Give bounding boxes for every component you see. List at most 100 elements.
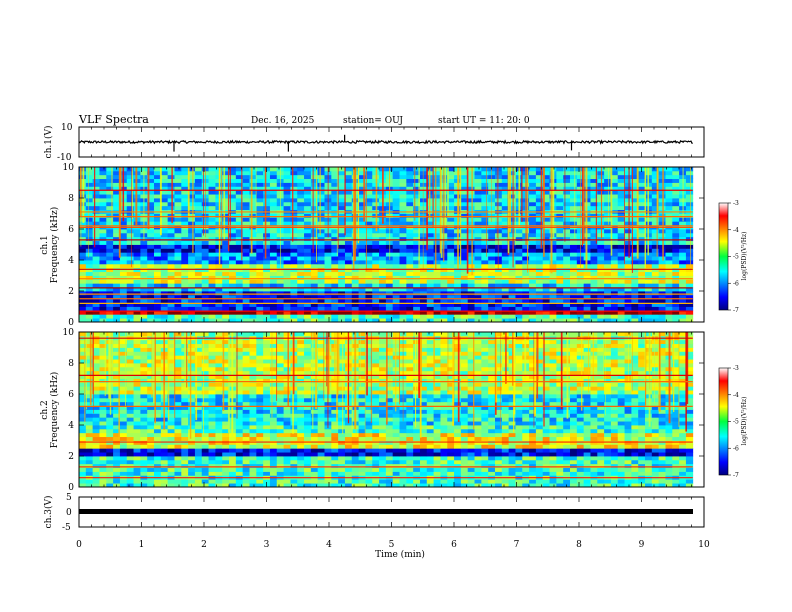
spectrogram-cell — [85, 483, 94, 488]
spectrogram-cell — [351, 448, 359, 453]
spectrogram-cell — [570, 182, 578, 187]
spectrogram-cell — [126, 271, 134, 276]
spectrogram-cell — [133, 310, 141, 315]
spectrogram-cell — [481, 244, 489, 249]
spectrogram-cell — [685, 256, 694, 261]
spectrogram-cell — [576, 483, 585, 488]
spectrogram-cell — [529, 444, 537, 449]
spectrogram-cell — [133, 456, 141, 461]
spectrogram-cell — [590, 244, 598, 249]
spectrogram-cell — [508, 167, 516, 172]
spectrogram-cell — [392, 217, 400, 222]
spectrogram-cell — [256, 260, 264, 265]
spectrogram-cell — [113, 291, 121, 296]
spectrogram-cell — [576, 298, 585, 304]
spectrogram-cell — [119, 232, 128, 238]
spectrogram-cell — [419, 244, 428, 249]
spectrogram-cell — [92, 167, 100, 172]
spectrogram-cell — [174, 456, 182, 461]
spectrogram-cell — [304, 279, 312, 284]
spectrogram-cell — [406, 314, 414, 319]
spectrogram-cell — [324, 287, 332, 292]
spectrogram-cell — [147, 318, 155, 323]
spectrogram-cell — [126, 213, 134, 218]
spectrogram-cell — [140, 287, 148, 292]
spectrogram-cell — [563, 291, 571, 296]
spectrogram-cell — [651, 232, 660, 238]
spectrogram-cell — [85, 236, 94, 242]
spectrogram-cell — [570, 479, 578, 484]
spectrogram-cell — [535, 310, 544, 315]
spectrogram-cell — [235, 310, 244, 315]
spectrogram-cell — [426, 279, 435, 284]
spectrogram-cell — [576, 306, 585, 311]
spectrogram-cell — [679, 448, 687, 453]
spectrogram-cell — [440, 479, 448, 484]
spectrogram-cell — [215, 463, 223, 469]
spectrogram-cell — [106, 244, 114, 249]
spectrogram-cell — [283, 294, 291, 300]
spectrogram-cell — [440, 302, 448, 307]
spectrogram-cell — [576, 456, 585, 461]
spectrogram-cell — [358, 275, 366, 280]
spectrogram-cell — [338, 244, 346, 249]
spectrogram-cell — [406, 221, 414, 226]
spectrogram-cell — [631, 483, 639, 488]
spectrogram-cell — [249, 174, 257, 180]
spectrogram-cell — [597, 479, 605, 484]
spectrogram-cell — [242, 178, 250, 183]
spectrogram-cell — [481, 198, 489, 203]
spectrogram-cell — [474, 302, 482, 307]
spectrogram-cell — [338, 186, 346, 191]
spectrogram-cell — [501, 306, 510, 311]
spectrogram-cell — [535, 240, 544, 245]
spectrogram-cell — [685, 287, 694, 292]
spectrogram-cell — [467, 178, 475, 183]
spectrogram-cell — [249, 279, 257, 284]
spectrogram-cell — [535, 306, 544, 311]
spectrogram-cell — [174, 232, 182, 238]
spectrogram-cell — [372, 467, 380, 472]
spectrogram-cell — [651, 229, 660, 234]
spectrogram-cell — [597, 167, 605, 172]
spectrogram-cell — [481, 310, 489, 315]
spectrogram-cell — [256, 444, 264, 449]
spectrogram-cell — [426, 263, 435, 269]
spectrogram-cell — [147, 236, 155, 242]
spectrogram-cell — [310, 444, 319, 449]
spectrogram-cell — [399, 186, 407, 191]
spectrogram-cell — [597, 190, 605, 195]
spectrogram-cell — [188, 279, 196, 284]
spectrogram-cell — [413, 271, 421, 276]
spectrogram-cell — [570, 174, 578, 180]
spectrogram-cell — [556, 294, 564, 300]
spectrogram-cell — [610, 456, 619, 461]
spectrogram-cell — [515, 294, 523, 300]
spectrogram-cell — [651, 236, 660, 242]
spectrogram-cell — [419, 213, 428, 218]
spectrogram-cell — [365, 467, 373, 472]
spectrogram-cell — [188, 194, 196, 199]
spectrogram-cell — [542, 198, 550, 203]
spectrogram-cell — [419, 275, 428, 280]
spectrogram-cell — [392, 479, 400, 484]
spectrogram-cell — [481, 467, 489, 472]
spectrogram-cell — [685, 452, 694, 457]
spectrogram-cell — [194, 291, 203, 296]
spectrogram-cell — [310, 232, 319, 238]
spectrogram-cell — [624, 194, 632, 199]
frequency-tick-label: 4 — [68, 256, 74, 266]
spectrogram-cell — [522, 310, 530, 315]
spectrogram-cell — [638, 186, 646, 191]
spectrogram-cell — [160, 221, 169, 226]
spectrogram-cell — [235, 298, 244, 304]
spectrogram-cell — [304, 221, 312, 226]
spectrogram-cell — [133, 252, 141, 257]
spectrogram-cell — [106, 186, 114, 191]
spectrogram-cell — [665, 252, 673, 257]
spectrogram-cell — [447, 213, 455, 218]
spectrogram-cell — [631, 186, 639, 191]
spectrogram-cell — [447, 194, 455, 199]
spectrogram-cell — [467, 217, 475, 222]
spectrogram-cell — [160, 306, 169, 311]
